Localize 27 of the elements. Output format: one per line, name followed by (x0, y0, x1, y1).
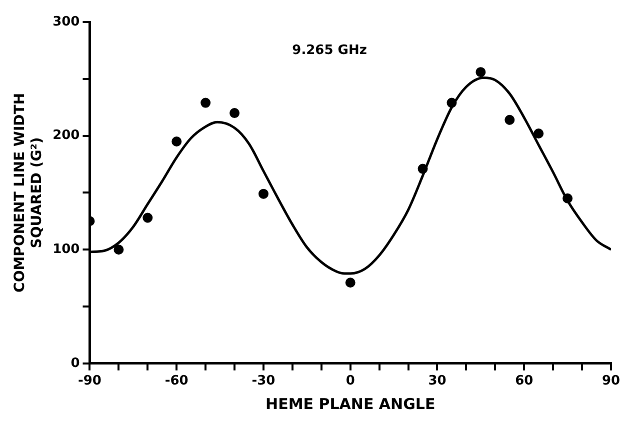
y-tick-label: 0 (70, 356, 80, 371)
point (142, 212, 153, 223)
point (172, 136, 182, 146)
y-tick-label: 300 (52, 14, 80, 30)
y-tick-label: 100 (52, 242, 80, 257)
x-tick-label: -90 (78, 374, 102, 389)
x-tick-label: 90 (602, 374, 620, 389)
x-axis-title: HEME PLANE ANGLE (266, 394, 436, 413)
point (258, 188, 268, 199)
x-tick-label: -30 (252, 374, 276, 389)
y-tick-label: 200 (52, 128, 80, 144)
point (504, 114, 515, 125)
point (200, 98, 211, 108)
point (446, 98, 457, 108)
point (562, 193, 573, 204)
point (345, 278, 356, 288)
x-tick-label: 30 (428, 374, 446, 389)
x-tick-label: 0 (346, 374, 355, 389)
point (534, 128, 544, 139)
x-tick-label: -60 (164, 374, 188, 389)
x-tick-label: 60 (515, 374, 534, 389)
point (418, 164, 428, 174)
point (476, 67, 486, 78)
point (114, 244, 124, 255)
y-axis-title: COMPONENT LINE WIDTH SQUARED (G²) (12, 92, 45, 292)
annotation: 9.265 GHz (292, 43, 367, 58)
point (230, 108, 240, 118)
